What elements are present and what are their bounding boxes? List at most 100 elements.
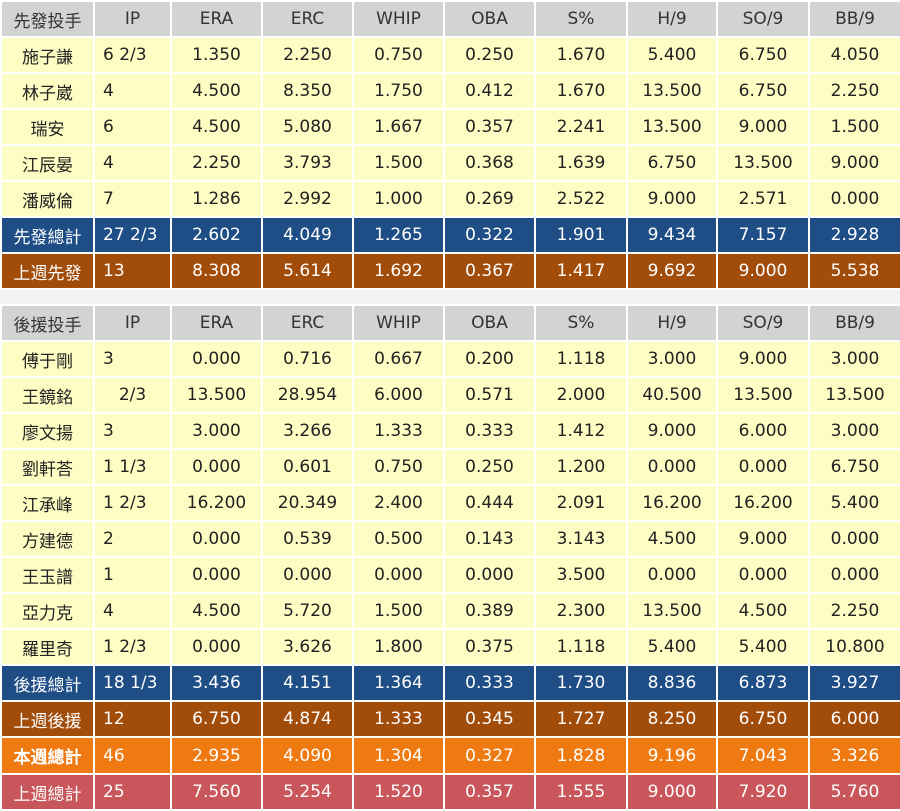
cell-bb9: 6.750 xyxy=(808,448,900,486)
cell-erc: 4.049 xyxy=(261,216,354,254)
cell-name: 上週總計 xyxy=(0,773,95,811)
cell-oba: 0.357 xyxy=(443,773,536,811)
cell-oba: 0.368 xyxy=(443,144,536,182)
cell-era: 8.308 xyxy=(170,252,263,290)
cell-bb9: 6.000 xyxy=(808,700,900,738)
cell-bb9: 5.538 xyxy=(808,252,900,290)
cell-erc: 20.349 xyxy=(261,484,354,522)
cell-ip: 1 xyxy=(93,556,172,594)
cell-so9: 5.400 xyxy=(716,628,810,666)
cell-bb9: 3.000 xyxy=(808,412,900,450)
cell-oba: 0.200 xyxy=(443,340,536,378)
cell-s: 1.118 xyxy=(534,340,628,378)
cell-ip: 18 1/3 xyxy=(93,664,172,702)
starter-stats-table: 先發投手 IP ERA ERC WHIP OBA S% H/9 SO/9 BB/9 施子謙 6 2/3… xyxy=(0,0,900,290)
cell-name: 王玉譜 xyxy=(0,556,95,594)
column-header-ip: IP xyxy=(93,304,172,342)
column-header-whip: WHIP xyxy=(352,304,445,342)
table-row: 廖文揚 3 3.000 3.266 1.333 0.333 1.412 9.000 6.000 3… xyxy=(0,412,900,450)
last-week-total-row: 上週總計 25 7.560 5.254 1.520 0.357 1.555 9.000 7.92… xyxy=(0,773,900,811)
table-row: 劉軒荅 1 1/3 0.000 0.601 0.750 0.250 1.200 0.000 0.… xyxy=(0,448,900,486)
header-row: 先發投手 IP ERA ERC WHIP OBA S% H/9 SO/9 BB/9 xyxy=(0,0,900,38)
cell-bb9: 3.927 xyxy=(808,664,900,702)
cell-whip: 1.265 xyxy=(352,216,445,254)
cell-erc: 2.992 xyxy=(261,180,354,218)
cell-name: 江承峰 xyxy=(0,484,95,522)
cell-bb9: 0.000 xyxy=(808,520,900,558)
cell-whip: 1.500 xyxy=(352,592,445,630)
cell-s: 2.522 xyxy=(534,180,628,218)
table-row: 傅于剛 3 0.000 0.716 0.667 0.200 1.118 3.000 9.000 3… xyxy=(0,340,900,378)
cell-so9: 7.157 xyxy=(716,216,810,254)
cell-erc: 28.954 xyxy=(261,376,354,414)
cell-s: 1.730 xyxy=(534,664,628,702)
cell-erc: 5.080 xyxy=(261,108,354,146)
cell-era: 0.000 xyxy=(170,520,263,558)
relievers-last-week-row: 上週後援 12 6.750 4.874 1.333 0.345 1.727 8.250 6.75… xyxy=(0,700,900,738)
cell-so9: 0.000 xyxy=(716,448,810,486)
cell-so9: 9.000 xyxy=(716,108,810,146)
cell-bb9: 3.000 xyxy=(808,340,900,378)
cell-so9: 9.000 xyxy=(716,520,810,558)
cell-oba: 0.367 xyxy=(443,252,536,290)
cell-name: 先發總計 xyxy=(0,216,95,254)
cell-h9: 5.400 xyxy=(626,36,718,74)
cell-so9: 7.920 xyxy=(716,773,810,811)
cell-ip: 4 xyxy=(93,592,172,630)
cell-bb9: 4.050 xyxy=(808,36,900,74)
cell-so9: 6.873 xyxy=(716,664,810,702)
column-header-ip: IP xyxy=(93,0,172,38)
table-row: 潘威倫 7 1.286 2.992 1.000 0.269 2.522 9.000 2.571 0… xyxy=(0,180,900,218)
cell-oba: 0.444 xyxy=(443,484,536,522)
cell-era: 1.286 xyxy=(170,180,263,218)
cell-name: 後援總計 xyxy=(0,664,95,702)
cell-erc: 0.601 xyxy=(261,448,354,486)
cell-so9: 9.000 xyxy=(716,252,810,290)
cell-ip: 6 xyxy=(93,108,172,146)
cell-h9: 5.400 xyxy=(626,628,718,666)
column-header-oba: OBA xyxy=(443,304,536,342)
cell-whip: 1.500 xyxy=(352,144,445,182)
cell-erc: 5.254 xyxy=(261,773,354,811)
cell-so9: 2.571 xyxy=(716,180,810,218)
cell-so9: 6.750 xyxy=(716,72,810,110)
cell-name: 亞力克 xyxy=(0,592,95,630)
cell-oba: 0.375 xyxy=(443,628,536,666)
cell-s: 3.143 xyxy=(534,520,628,558)
column-header-bb9: BB/9 xyxy=(808,304,900,342)
cell-ip: 1 2/3 xyxy=(93,628,172,666)
cell-h9: 9.196 xyxy=(626,736,718,775)
cell-erc: 3.626 xyxy=(261,628,354,666)
cell-s: 2.091 xyxy=(534,484,628,522)
cell-bb9: 2.250 xyxy=(808,72,900,110)
cell-h9: 13.500 xyxy=(626,108,718,146)
cell-h9: 40.500 xyxy=(626,376,718,414)
cell-ip: 13 xyxy=(93,252,172,290)
table-row: 亞力克 4 4.500 5.720 1.500 0.389 2.300 13.500 4.500… xyxy=(0,592,900,630)
cell-s: 1.670 xyxy=(534,36,628,74)
cell-oba: 0.322 xyxy=(443,216,536,254)
cell-whip: 1.520 xyxy=(352,773,445,811)
cell-oba: 0.345 xyxy=(443,700,536,738)
cell-era: 1.350 xyxy=(170,36,263,74)
cell-h9: 0.000 xyxy=(626,556,718,594)
table-row: 施子謙 6 2/3 1.350 2.250 0.750 0.250 1.670 5.400 6.… xyxy=(0,36,900,74)
cell-oba: 0.250 xyxy=(443,36,536,74)
cell-oba: 0.269 xyxy=(443,180,536,218)
cell-oba: 0.333 xyxy=(443,664,536,702)
cell-whip: 6.000 xyxy=(352,376,445,414)
header-row: 後援投手 IP ERA ERC WHIP OBA S% H/9 SO/9 BB/9 xyxy=(0,304,900,342)
cell-oba: 0.143 xyxy=(443,520,536,558)
cell-so9: 7.043 xyxy=(716,736,810,775)
cell-s: 1.555 xyxy=(534,773,628,811)
cell-erc: 0.716 xyxy=(261,340,354,378)
cell-h9: 13.500 xyxy=(626,592,718,630)
cell-whip: 1.304 xyxy=(352,736,445,775)
cell-era: 4.500 xyxy=(170,108,263,146)
cell-so9: 6.750 xyxy=(716,36,810,74)
table-row: 江辰晏 4 2.250 3.793 1.500 0.368 1.639 6.750 13.500… xyxy=(0,144,900,182)
cell-s: 1.901 xyxy=(534,216,628,254)
cell-ip: 25 xyxy=(93,773,172,811)
cell-whip: 1.692 xyxy=(352,252,445,290)
cell-h9: 0.000 xyxy=(626,448,718,486)
